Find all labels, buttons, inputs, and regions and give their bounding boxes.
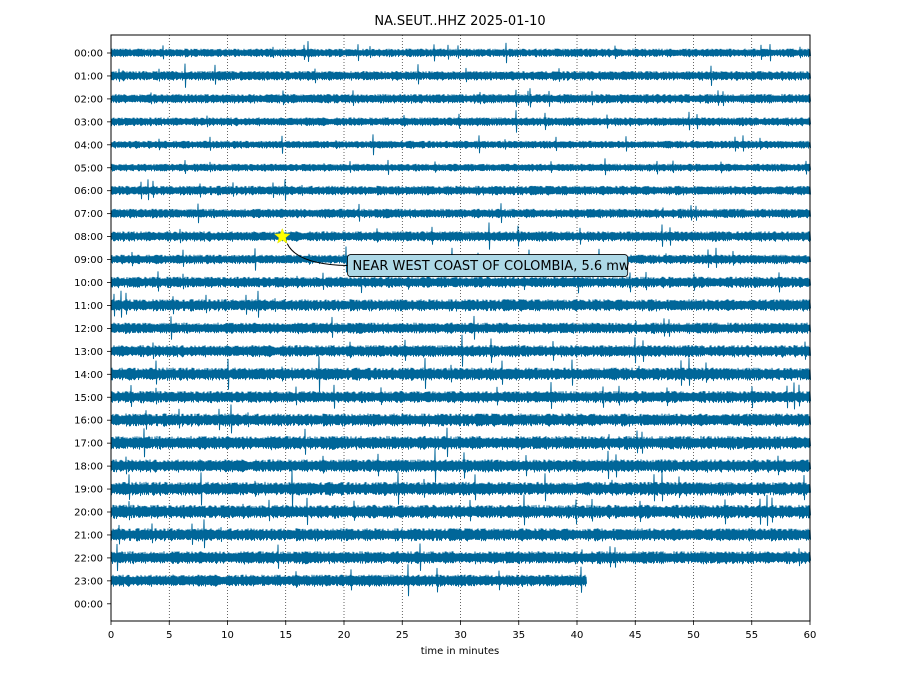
- trace-2300-23: [110, 564, 587, 597]
- trace-1000-10: [110, 268, 811, 294]
- x-tick-label: 15: [279, 630, 292, 641]
- x-tick-label: 50: [687, 630, 700, 641]
- y-tick-label: 17:00: [74, 439, 103, 450]
- y-tick-label: 20:00: [74, 508, 103, 519]
- annotation-label: NEAR WEST COAST OF COLOMBIA, 5.6 mw: [352, 259, 629, 274]
- x-tick-label: 20: [338, 630, 351, 641]
- y-tick-label: 13:00: [74, 347, 103, 358]
- y-tick-label: 19:00: [74, 485, 103, 496]
- trace-0700-7: [110, 203, 811, 224]
- x-axis-label: time in minutes: [421, 646, 500, 657]
- x-tick-label: 55: [745, 630, 758, 641]
- x-axis-ticks: 0 5 10 15 20 25 30 35 40 45 50 55 60: [108, 621, 817, 641]
- trace-0600-6: [110, 179, 811, 201]
- trace-0100-1: [110, 63, 811, 88]
- y-tick-label: 02:00: [74, 94, 103, 105]
- y-axis-ticks: 00:00 01:00 02:00 03:00 04:00 05:00 06:00 07:00…: [74, 49, 111, 610]
- event-annotation: NEAR WEST COAST OF COLOMBIA, 5.6 mw: [273, 227, 630, 277]
- x-tick-label: 25: [396, 630, 409, 641]
- trace-1300-13: [110, 334, 811, 367]
- y-tick-label: 03:00: [74, 117, 103, 128]
- x-tick-label: 30: [454, 630, 467, 641]
- trace-2000-20: [110, 494, 811, 526]
- trace-1100-11: [110, 290, 811, 318]
- y-tick-label: 21:00: [74, 530, 103, 541]
- trace-0000-0: [110, 41, 811, 64]
- trace-0200-2: [110, 88, 811, 108]
- trace-0400-4: [110, 134, 811, 156]
- y-tick-label: 14:00: [74, 370, 103, 381]
- event-star-marker: [273, 227, 291, 244]
- y-tick-label: 08:00: [74, 232, 103, 243]
- x-tick-label: 35: [512, 630, 525, 641]
- y-tick-label: 12:00: [74, 324, 103, 335]
- trace-1700-17: [110, 427, 811, 458]
- trace-1800-18: [110, 448, 811, 483]
- y-tick-label: 22:00: [74, 553, 103, 564]
- x-tick-label: 0: [108, 630, 114, 641]
- trace-0800-8: [110, 222, 811, 250]
- y-tick-label: 00:00: [74, 49, 103, 60]
- x-tick-label: 5: [166, 630, 172, 641]
- y-tick-label: 01:00: [74, 71, 103, 82]
- trace-0300-3: [110, 110, 811, 133]
- seismogram-traces: [110, 41, 811, 597]
- x-tick-label: 10: [221, 630, 234, 641]
- trace-2100-21: [110, 519, 811, 549]
- trace-1600-16: [110, 404, 811, 434]
- trace-1200-12: [110, 315, 811, 340]
- y-tick-label: 05:00: [74, 163, 103, 174]
- x-tick-label: 60: [804, 630, 817, 641]
- y-tick-label: 11:00: [74, 301, 103, 312]
- y-tick-label: 18:00: [74, 462, 103, 473]
- y-tick-label: 00:00: [74, 599, 103, 610]
- y-tick-label: 10:00: [74, 278, 103, 289]
- trace-0500-5: [110, 158, 811, 176]
- chart-title: NA.SEUT..HHZ 2025-01-10: [374, 14, 545, 29]
- x-tick-label: 40: [571, 630, 584, 641]
- trace-2200-22: [110, 543, 811, 572]
- trace-1400-14: [110, 356, 811, 393]
- trace-1900-19: [110, 469, 811, 509]
- y-tick-label: 15:00: [74, 393, 103, 404]
- y-tick-label: 06:00: [74, 186, 103, 197]
- y-tick-label: 16:00: [74, 416, 103, 427]
- x-tick-label: 45: [629, 630, 642, 641]
- annotation-box: [347, 254, 629, 277]
- y-tick-label: 04:00: [74, 140, 103, 151]
- trace-1500-15: [110, 382, 811, 410]
- y-tick-label: 09:00: [74, 255, 103, 266]
- annotation-arrow: [286, 243, 348, 267]
- y-tick-label: 07:00: [74, 209, 103, 220]
- y-tick-label: 23:00: [74, 576, 103, 587]
